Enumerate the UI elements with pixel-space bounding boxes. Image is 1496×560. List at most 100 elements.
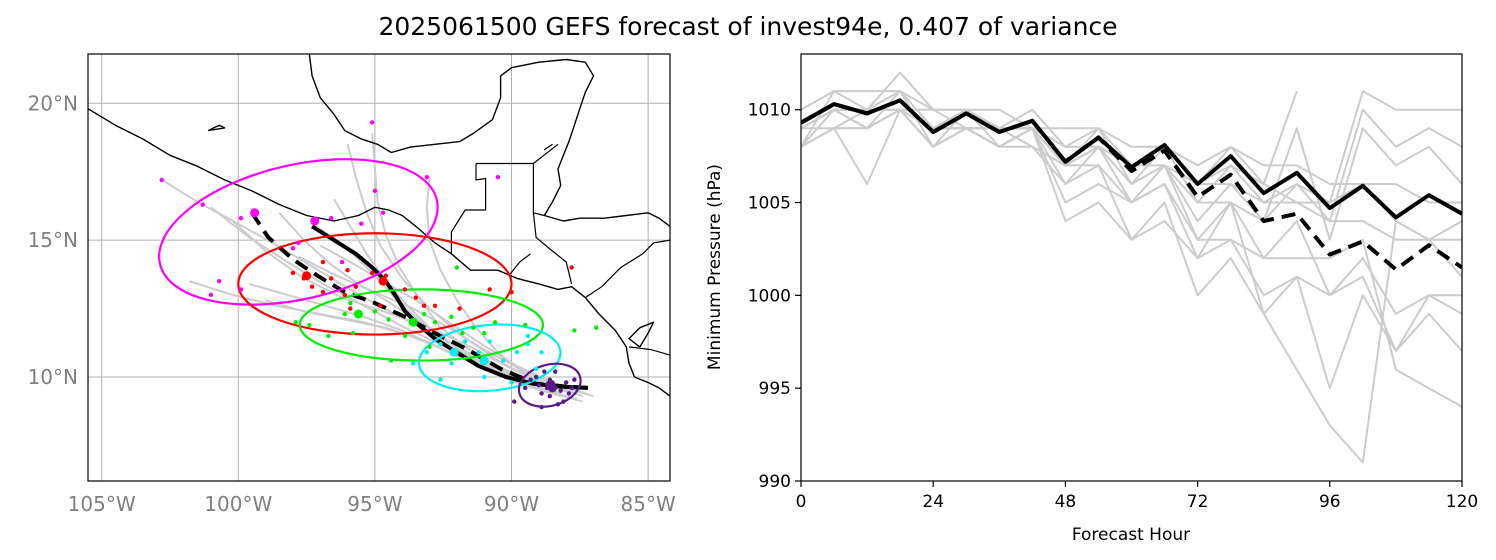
member-position-point	[454, 265, 460, 270]
member-position-point	[348, 300, 353, 306]
member-position-point	[566, 391, 572, 396]
member-position-point	[539, 391, 544, 396]
member-position-point	[369, 270, 375, 276]
member-position-point	[372, 309, 378, 314]
member-position-point	[509, 380, 514, 385]
y-tick-label: 995	[759, 379, 791, 399]
ensemble-track	[265, 299, 583, 403]
mean-position-point	[302, 271, 312, 281]
member-position-point	[326, 333, 331, 339]
x-tick-label: 120	[1446, 492, 1478, 512]
figure-title: 2025061500 GEFS forecast of invest94e, 0…	[378, 12, 1118, 41]
member-position-point	[487, 287, 492, 292]
member-position-point	[380, 210, 386, 215]
member-position-point	[402, 333, 408, 339]
ensemble-track	[278, 212, 561, 395]
ensemble-pressure-line	[801, 108, 1462, 464]
member-position-point	[342, 311, 348, 317]
member-position-point	[528, 377, 533, 382]
member-position-point	[514, 350, 520, 355]
member-position-point	[345, 268, 350, 273]
member-position-point	[555, 402, 561, 407]
member-position-point	[238, 216, 244, 221]
pressure-y-axis-label: Minimum Pressure (hPa)	[705, 164, 725, 370]
member-position-point	[553, 385, 558, 391]
coastline	[628, 321, 655, 348]
member-position-point	[348, 306, 353, 311]
member-position-point	[547, 393, 552, 399]
mean-position-point	[479, 356, 489, 366]
map-frame	[87, 53, 671, 482]
member-position-point	[307, 322, 312, 328]
member-position-point	[449, 361, 454, 366]
mean-tracks	[250, 211, 589, 390]
member-position-point	[495, 174, 501, 180]
forecast-ellipse	[517, 362, 582, 408]
member-position-point	[290, 270, 296, 276]
map-lon-tick-label: 90°W	[484, 492, 539, 516]
member-position-point	[350, 330, 356, 336]
member-position-point	[449, 314, 454, 319]
country-border	[450, 163, 487, 254]
member-position-point	[293, 320, 298, 325]
map-lat-tick-label: 20°N	[28, 91, 78, 115]
ensemble-track	[188, 280, 578, 400]
member-position-point	[471, 325, 476, 330]
mean-position-point	[545, 380, 555, 390]
y-tick-label: 1000	[748, 286, 791, 306]
mean-position-point	[449, 347, 459, 357]
mean-position-point	[408, 317, 418, 327]
ensemble-track	[161, 179, 567, 389]
member-position-point	[533, 366, 539, 371]
member-position-point	[525, 333, 531, 339]
coastline	[308, 54, 670, 227]
member-position-point	[544, 385, 550, 391]
coastline	[517, 49, 525, 52]
member-position-point	[301, 276, 307, 281]
member-position-point	[359, 221, 364, 226]
member-position-point	[512, 399, 517, 404]
x-tick-label: 24	[922, 492, 944, 512]
member-position-point	[561, 399, 566, 404]
x-tick-label: 96	[1319, 492, 1341, 512]
member-position-point	[432, 320, 438, 325]
member-position-point	[309, 284, 315, 289]
member-position-point	[501, 358, 506, 363]
member-position-point	[290, 246, 296, 251]
forecast-points	[159, 120, 599, 410]
member-position-point	[438, 377, 443, 382]
map-tick-labels: 105°W 100°W 95°W 90°W 85°W 10°N 15°N 20°N	[28, 91, 676, 516]
ensemble-tracks	[161, 133, 594, 403]
member-position-point	[328, 216, 334, 221]
ensemble-track	[311, 222, 559, 389]
country-border	[508, 253, 531, 277]
member-position-point	[386, 317, 391, 322]
member-position-point	[533, 374, 539, 380]
pressure-mean-lines	[801, 98, 1462, 272]
member-position-point	[553, 369, 558, 374]
member-position-point	[339, 259, 345, 265]
forecast-ellipse	[298, 288, 545, 362]
member-position-point	[328, 276, 334, 281]
ensemble-pressure-line	[801, 108, 1462, 278]
map-lat-tick-label: 15°N	[28, 228, 78, 252]
member-position-point	[539, 404, 544, 410]
pressure-plot-frame	[800, 53, 1463, 482]
mean-pressure-solid	[801, 98, 1462, 220]
member-position-point	[550, 380, 555, 385]
coastline	[207, 124, 226, 132]
member-position-point	[320, 289, 326, 295]
y-tick-label: 1005	[748, 194, 791, 214]
map-gridlines	[88, 54, 670, 481]
ensemble-track	[232, 220, 583, 398]
coastline	[88, 108, 670, 397]
member-position-point	[238, 287, 244, 292]
x-tick-label: 0	[796, 492, 807, 512]
member-position-point	[462, 339, 468, 344]
mean-position-point	[354, 309, 364, 319]
ensemble-pressure-line	[801, 108, 1462, 390]
ensemble-pressure-line	[801, 108, 1462, 241]
ensemble-pressure-line	[801, 90, 1462, 223]
member-position-point	[424, 350, 430, 355]
